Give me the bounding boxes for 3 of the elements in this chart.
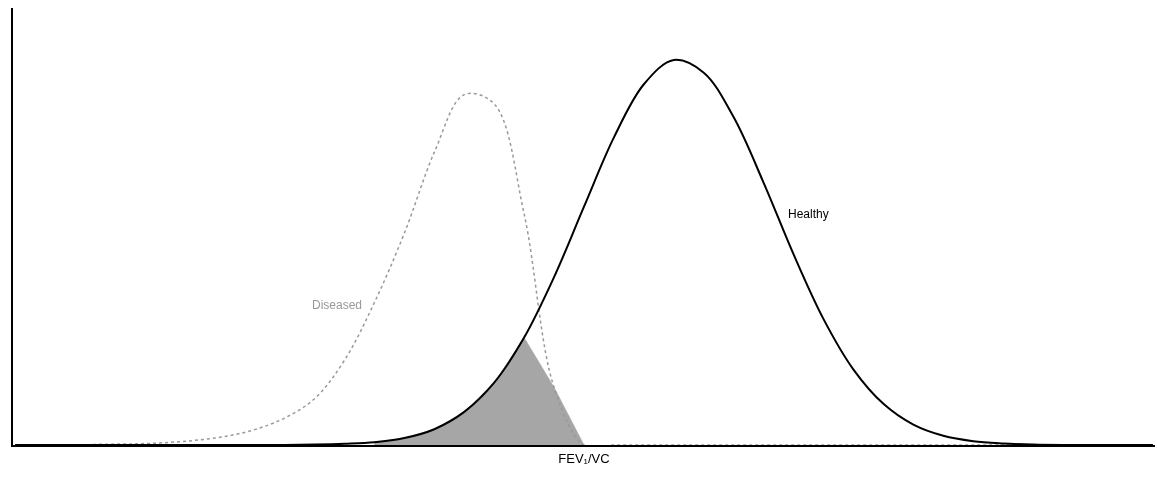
series-label: Healthy xyxy=(788,207,829,221)
x-axis-title: FEV₁/VC xyxy=(558,451,610,467)
series-label: Diseased xyxy=(312,298,363,312)
